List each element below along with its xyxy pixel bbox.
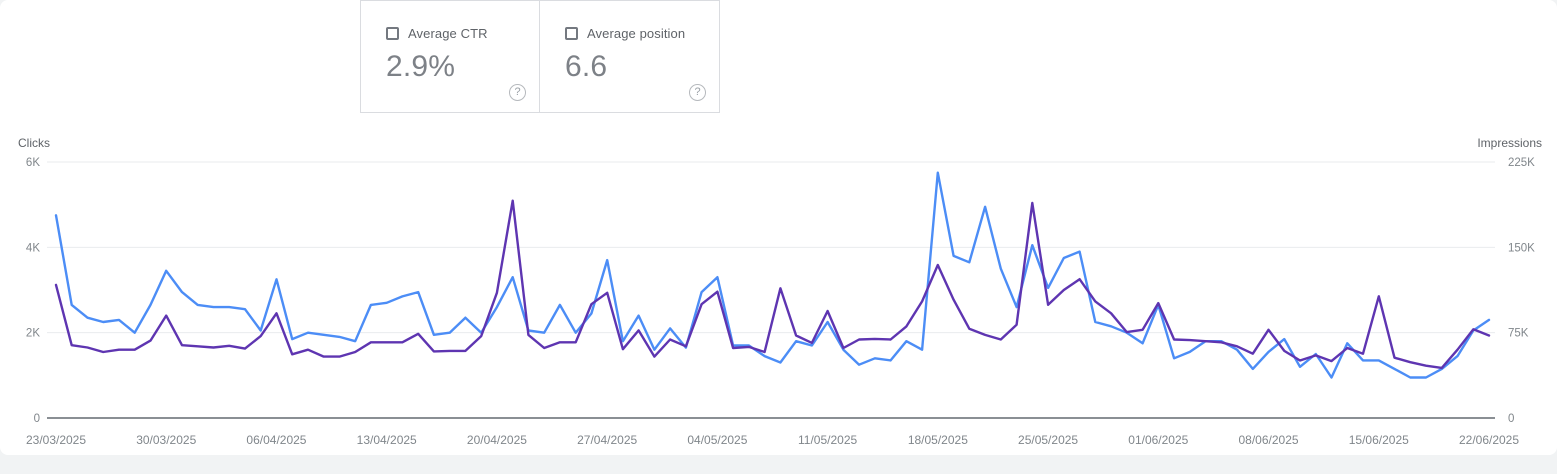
help-icon[interactable]: ? [150,85,167,102]
x-tick-label: 25/05/2025 [1018,433,1078,447]
average-ctr-card[interactable]: Average CTR 2.9% ? [360,0,540,113]
average-position-value: 6.6 [565,50,608,83]
x-tick-label: 08/06/2025 [1239,433,1299,447]
x-tick-label: 06/04/2025 [246,433,306,447]
right-y-tick-label: 75K [1508,328,1529,340]
total-clicks-checkbox-checked[interactable] [25,25,38,41]
total-impressions-label: Total impressions [227,25,330,40]
right-y-tick-label: 0 [1508,413,1514,425]
average-ctr-label: Average CTR [408,26,488,41]
left-y-tick-label: 6K [26,157,40,169]
x-tick-label: 01/06/2025 [1128,433,1188,447]
x-tick-label: 30/03/2025 [136,433,196,447]
x-tick-label: 15/06/2025 [1349,433,1409,447]
left-y-tick-label: 4K [26,242,40,254]
right-y-tick-label: 225K [1508,157,1535,169]
total-clicks-value: 206K [25,49,96,82]
clicks-line[interactable] [54,171,1491,379]
help-icon[interactable]: ? [330,85,347,102]
total-clicks-label: Total clicks [47,25,112,40]
performance-chart[interactable]: 0 0 2K 75K 4K 150K 6K 225K 23/03/2025 30/03/2025 0… [0,130,1557,455]
average-ctr-checkbox-unchecked[interactable] [386,27,399,40]
x-tick-label: 22/06/2025 [1459,433,1519,447]
average-position-checkbox-unchecked[interactable] [565,27,578,40]
right-axis-title: Impressions [1477,136,1542,150]
total-impressions-checkbox-checked[interactable] [205,25,218,41]
right-y-tick-label: 150K [1508,242,1535,254]
x-tick-label: 27/04/2025 [577,433,637,447]
left-y-tick-label: 2K [26,328,40,340]
help-icon[interactable]: ? [689,84,706,101]
average-position-card[interactable]: Average position 6.6 ? [540,0,720,113]
x-tick-label: 04/05/2025 [687,433,747,447]
x-tick-label: 20/04/2025 [467,433,527,447]
impressions-line[interactable] [54,199,1491,370]
total-impressions-card[interactable]: Total impressions 6.99M ? [180,0,360,113]
help-icon[interactable]: ? [509,84,526,101]
x-tick-label: 18/05/2025 [908,433,968,447]
total-clicks-card[interactable]: Total clicks 206K ? [0,0,180,113]
total-impressions-value: 6.99M [205,49,290,82]
left-y-tick-label: 0 [34,413,40,425]
left-axis-title: Clicks [18,136,50,150]
average-position-label: Average position [587,26,686,41]
x-tick-label: 13/04/2025 [357,433,417,447]
x-tick-label: 11/05/2025 [798,433,857,447]
x-tick-label: 23/03/2025 [26,433,86,447]
average-ctr-value: 2.9% [386,50,456,83]
metric-cards-row: Total clicks 206K ? Total impressions 6.… [0,0,1557,113]
performance-card: Total clicks 206K ? Total impressions 6.… [0,0,1557,455]
